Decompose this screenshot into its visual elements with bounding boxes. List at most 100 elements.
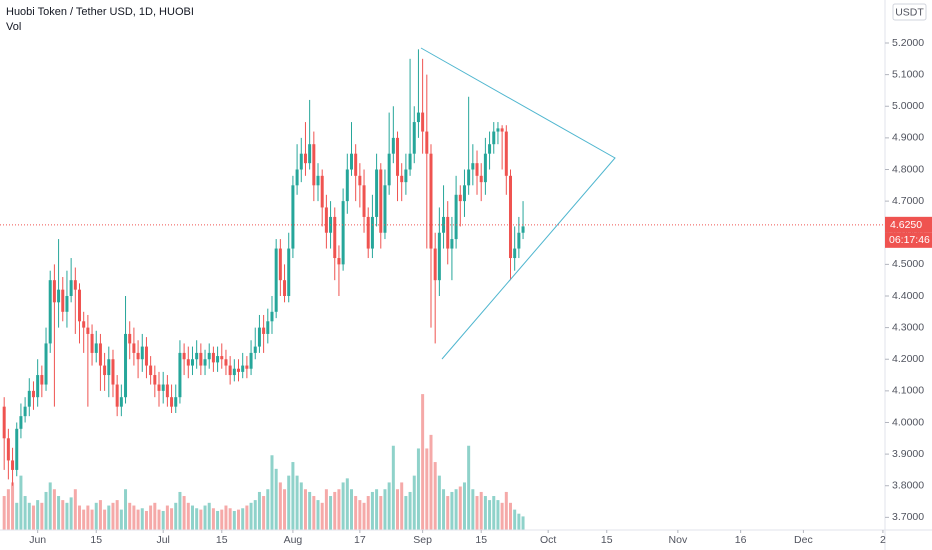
x-tick-label: 2 <box>880 534 886 546</box>
candle-body <box>249 352 253 369</box>
volume-bar <box>496 500 500 530</box>
volume-bar <box>124 489 128 530</box>
triangle-drawing <box>420 47 616 360</box>
candle-body <box>320 175 324 208</box>
volume-bar <box>190 505 194 530</box>
volume-bar <box>73 489 77 530</box>
y-tick-label: 4.3000 <box>892 321 924 333</box>
candle-body <box>245 365 249 369</box>
candle-body <box>488 144 492 154</box>
candle-body <box>483 153 487 183</box>
volume-bar <box>19 475 23 530</box>
x-tick-label: Jun <box>29 534 46 546</box>
candle-body <box>333 216 337 259</box>
volume-bar <box>316 500 320 530</box>
candle-body <box>19 416 23 429</box>
x-tick-label: Jul <box>156 534 169 546</box>
volume-bar <box>396 489 400 530</box>
volume-bar <box>354 496 358 530</box>
candle-body <box>299 153 303 170</box>
volume-bar <box>119 509 123 530</box>
volume-bar <box>115 500 119 530</box>
volume-bar <box>446 496 450 530</box>
candle-body <box>450 239 454 249</box>
candle-body <box>40 375 44 385</box>
last-price-box <box>885 216 932 233</box>
candle-body <box>82 321 86 328</box>
currency-label[interactable]: USDT <box>895 6 924 18</box>
candle-body <box>354 153 358 176</box>
candle-body <box>412 122 416 154</box>
volume-bar <box>500 502 504 530</box>
volume-bar <box>128 502 132 530</box>
candle-body <box>437 232 441 281</box>
volume-bar <box>44 491 48 530</box>
candle-body <box>262 327 266 334</box>
candle-body <box>425 131 429 154</box>
candle-body <box>283 280 287 296</box>
volume-bar <box>6 489 10 530</box>
volume-bar <box>57 496 61 530</box>
candle-body <box>446 216 450 249</box>
candle-body <box>111 359 115 385</box>
candle-body <box>161 384 165 391</box>
candle-body <box>153 375 157 385</box>
candle-body <box>421 112 425 132</box>
volume-bar <box>400 482 404 530</box>
volume-bar <box>61 500 65 530</box>
volume-bar <box>295 475 299 530</box>
x-tick-label: 15 <box>601 534 613 546</box>
volume-bar <box>475 496 479 530</box>
candle-body <box>257 327 261 347</box>
volume-bar <box>333 491 337 530</box>
candle-body <box>170 397 174 407</box>
y-tick-label: 4.0000 <box>892 416 924 428</box>
volume-bar <box>140 508 144 530</box>
volume-bar <box>78 505 82 530</box>
volume-bar <box>391 445 395 530</box>
y-tick-label: 4.7000 <box>892 195 924 207</box>
x-tick-label: Aug <box>284 534 303 546</box>
candle-body <box>496 128 500 132</box>
volume-bar <box>170 508 174 530</box>
candle-body <box>107 359 111 376</box>
volume-bar <box>492 496 496 530</box>
countdown-box <box>885 232 932 248</box>
currency-box[interactable] <box>892 3 927 21</box>
candle-body <box>312 144 316 186</box>
candle-body <box>207 352 211 360</box>
volume-bar <box>504 491 508 530</box>
candle-body <box>157 384 161 391</box>
candle-body <box>144 346 148 366</box>
x-tick-label: 15 <box>216 534 228 546</box>
volume-bar <box>224 505 228 530</box>
candle-body <box>195 352 199 360</box>
volume-bar <box>358 500 362 530</box>
volume-bar <box>429 434 433 530</box>
candle-body <box>458 194 462 202</box>
candle-body <box>241 365 245 372</box>
candle-body <box>345 169 349 202</box>
y-tick-label: 5.0000 <box>892 100 924 112</box>
volume-bar <box>488 500 492 530</box>
volume-bar <box>479 491 483 530</box>
volume-bar <box>425 448 429 530</box>
volume-bar <box>86 505 90 530</box>
volume-bar <box>383 489 387 530</box>
volume-bar <box>144 510 148 530</box>
volume-bar <box>94 502 98 530</box>
candle-body <box>387 153 391 186</box>
candle-body <box>370 216 374 249</box>
candle-body <box>27 390 31 407</box>
candle-body <box>98 343 102 366</box>
candle-body <box>278 248 282 281</box>
candle-body <box>78 289 82 322</box>
volume-bar <box>195 508 199 530</box>
volume-bar <box>107 505 111 530</box>
volume-bar <box>379 496 383 530</box>
candle-layer <box>2 49 525 486</box>
volume-bar <box>387 482 391 530</box>
volume-bar <box>65 502 69 530</box>
candle-body <box>224 359 228 366</box>
